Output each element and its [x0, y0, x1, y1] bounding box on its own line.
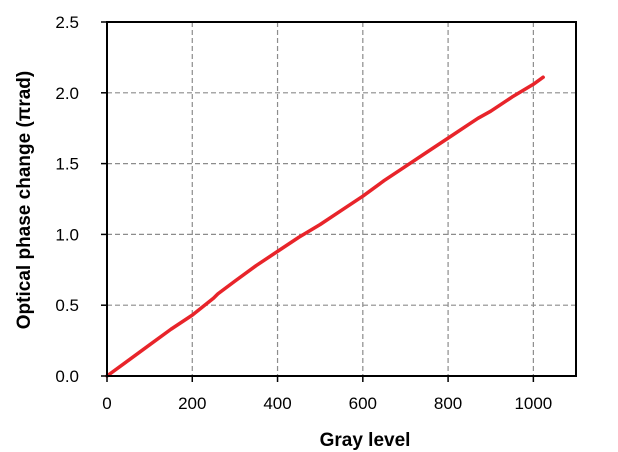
grid-lines	[107, 22, 576, 376]
y-tick-label: 2.5	[55, 13, 79, 32]
y-tick-label: 0.5	[55, 296, 79, 315]
x-tick-label: 0	[102, 394, 111, 413]
y-tick-label: 1.5	[55, 155, 79, 174]
x-tick-label: 600	[349, 394, 377, 413]
x-tick-label: 800	[434, 394, 462, 413]
y-tick-label: 0.0	[55, 367, 79, 386]
x-axis-title: Gray level	[320, 430, 411, 451]
plot-frame	[106, 21, 577, 377]
plot-border	[106, 21, 577, 377]
y-axis-ticks: 0.0 0.5 1.0 1.5 2.0 2.5	[55, 13, 107, 386]
series-layer	[105, 75, 545, 378]
y-axis-title: Optical phase change (πrad)	[14, 71, 35, 329]
y-tick-label: 2.0	[55, 84, 79, 103]
x-tick-label: 1000	[514, 394, 552, 413]
x-axis-ticks: 0 200 400 600 800 1000	[102, 376, 552, 413]
x-tick-label: 200	[178, 394, 206, 413]
x-tick-label: 400	[263, 394, 291, 413]
series-line-0	[105, 75, 545, 378]
y-tick-label: 1.0	[55, 225, 79, 244]
